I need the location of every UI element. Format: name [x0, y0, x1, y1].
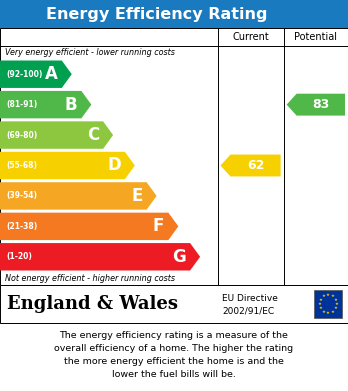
- Text: D: D: [107, 156, 121, 174]
- Text: ★: ★: [334, 306, 338, 310]
- Text: ★: ★: [335, 302, 339, 306]
- Text: ★: ★: [326, 311, 330, 315]
- Text: F: F: [153, 217, 164, 235]
- Text: (81-91): (81-91): [6, 100, 37, 109]
- Text: (55-68): (55-68): [6, 161, 37, 170]
- Polygon shape: [0, 243, 200, 271]
- Polygon shape: [0, 152, 135, 179]
- Text: (1-20): (1-20): [6, 252, 32, 261]
- Text: ★: ★: [322, 310, 326, 314]
- Text: C: C: [87, 126, 99, 144]
- Text: ★: ★: [318, 306, 322, 310]
- Text: Current: Current: [232, 32, 269, 42]
- Polygon shape: [221, 154, 280, 176]
- Polygon shape: [287, 94, 345, 116]
- Text: ★: ★: [330, 310, 334, 314]
- Text: Potential: Potential: [294, 32, 337, 42]
- Bar: [0, 28, 348, 285]
- Text: ★: ★: [317, 302, 321, 306]
- Bar: [0, 0, 348, 28]
- Polygon shape: [0, 61, 72, 88]
- Text: 2002/91/EC: 2002/91/EC: [222, 306, 275, 315]
- Bar: [0, 285, 348, 323]
- Text: ★: ★: [318, 298, 322, 302]
- Polygon shape: [0, 213, 178, 240]
- Text: (92-100): (92-100): [6, 70, 42, 79]
- Text: (21-38): (21-38): [6, 222, 37, 231]
- Polygon shape: [0, 182, 157, 210]
- Text: Energy Efficiency Rating: Energy Efficiency Rating: [46, 7, 267, 22]
- Text: ★: ★: [334, 298, 338, 302]
- Text: (69-80): (69-80): [6, 131, 37, 140]
- Text: ★: ★: [322, 294, 326, 298]
- Text: ★: ★: [326, 293, 330, 297]
- Polygon shape: [0, 121, 113, 149]
- Text: B: B: [65, 96, 77, 114]
- Bar: [314, 290, 342, 318]
- Text: Very energy efficient - lower running costs: Very energy efficient - lower running co…: [5, 48, 175, 57]
- Polygon shape: [0, 91, 91, 118]
- Text: EU Directive: EU Directive: [222, 294, 278, 303]
- Text: (39-54): (39-54): [6, 192, 37, 201]
- Text: E: E: [131, 187, 143, 205]
- Text: Not energy efficient - higher running costs: Not energy efficient - higher running co…: [5, 274, 175, 283]
- Text: 62: 62: [247, 159, 264, 172]
- Text: ★: ★: [330, 294, 334, 298]
- Text: A: A: [45, 65, 58, 83]
- Text: G: G: [172, 248, 186, 266]
- Text: England & Wales: England & Wales: [7, 295, 178, 313]
- Text: 83: 83: [312, 98, 330, 111]
- Text: The energy efficiency rating is a measure of the
overall efficiency of a home. T: The energy efficiency rating is a measur…: [54, 331, 294, 379]
